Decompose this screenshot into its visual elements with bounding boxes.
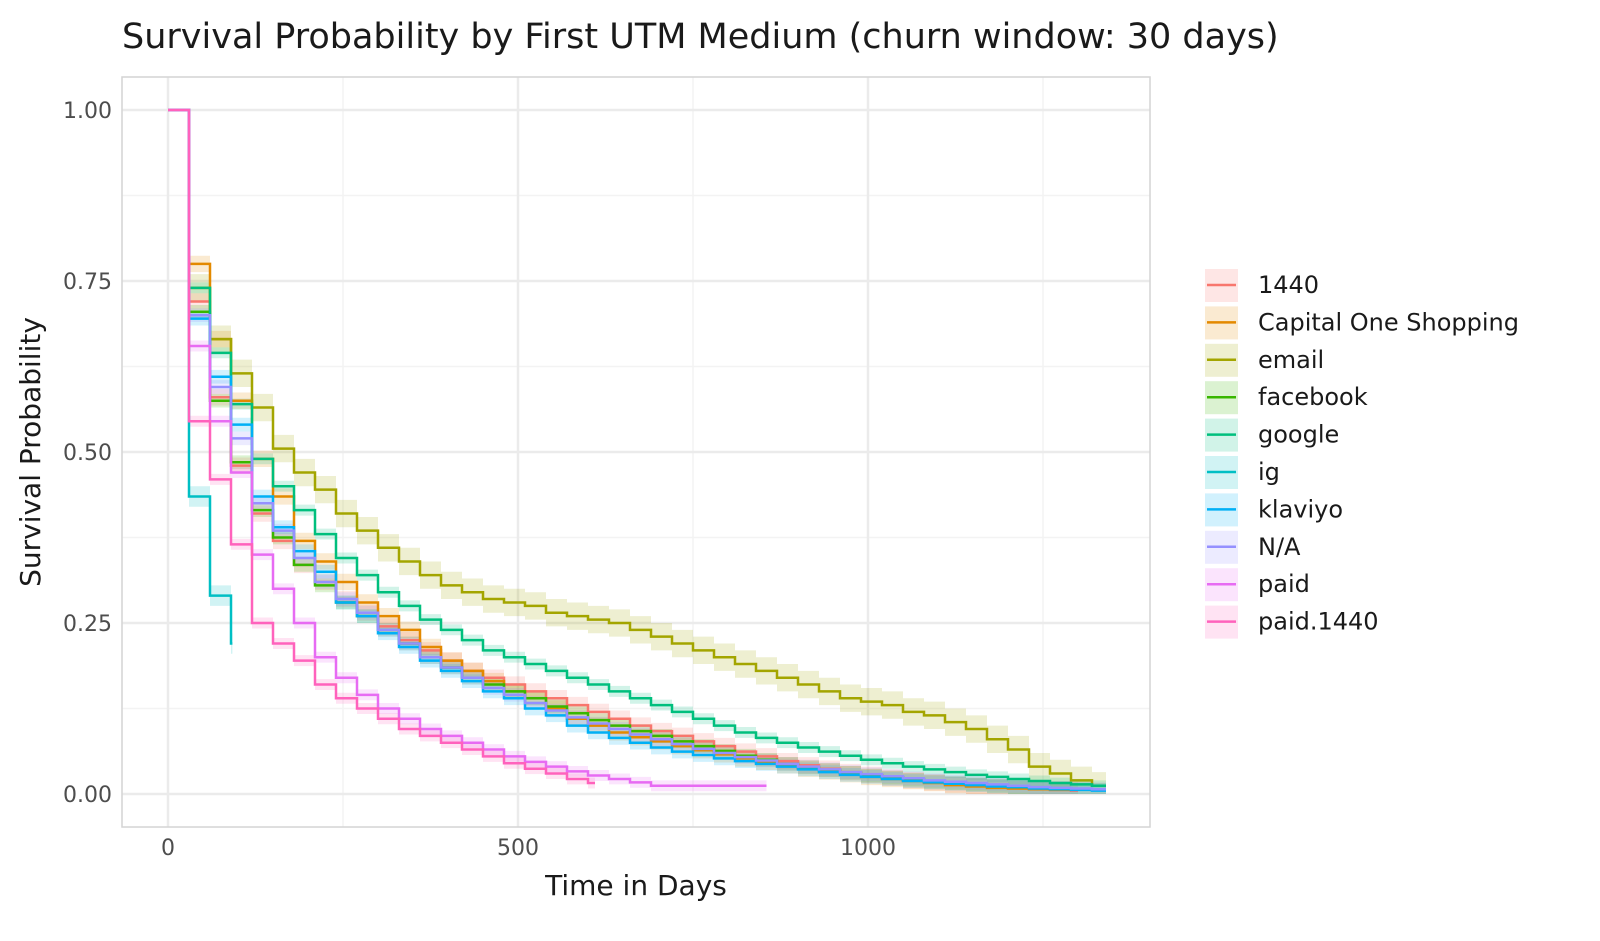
legend-label: klaviyo (1258, 495, 1343, 523)
x-tick-label: 1000 (840, 836, 896, 861)
y-tick-label: 0.50 (63, 441, 112, 466)
legend-label: N/A (1258, 533, 1301, 561)
plot-border (121, 76, 1151, 828)
legend: 1440 Capital One Shopping email facebook goo… (1205, 269, 1519, 639)
y-axis-label: Survival Probability (14, 317, 47, 587)
series-line-google (168, 108, 1106, 788)
legend-label: 1440 (1258, 271, 1319, 299)
y-axis-ticks: 0.00 0.25 0.50 0.75 1.00 (63, 99, 112, 808)
series-line-klaviyo (168, 108, 1106, 792)
x-axis-label: Time in Days (544, 869, 727, 902)
confidence-band-ig (189, 486, 233, 654)
confidence-band-paid (189, 340, 767, 792)
legend-label: Capital One Shopping (1258, 308, 1519, 336)
series-line-paid (168, 108, 767, 788)
series-line-N/A (168, 108, 1106, 791)
series-lines (168, 108, 1106, 792)
legend-label: facebook (1258, 383, 1368, 411)
confidence-bands (189, 255, 1106, 794)
x-tick-label: 500 (497, 836, 539, 861)
series-line-email (168, 108, 1106, 788)
x-axis-ticks: 0 500 1000 (161, 836, 896, 861)
x-tick-label: 0 (161, 836, 175, 861)
y-tick-label: 0.75 (63, 270, 112, 295)
legend-label: google (1258, 421, 1339, 449)
series-line-facebook (168, 108, 1106, 792)
chart-title: Survival Probability by First UTM Medium… (122, 17, 1279, 57)
confidence-band-paid.1440 (189, 415, 595, 789)
y-tick-label: 0.00 (63, 783, 112, 808)
series-line-paid.1440 (168, 108, 595, 785)
legend-label: paid (1258, 570, 1310, 598)
y-tick-label: 0.25 (63, 612, 112, 637)
confidence-band-email (189, 274, 1106, 794)
legend-label: paid.1440 (1258, 608, 1379, 636)
legend-label: ig (1258, 458, 1280, 486)
y-tick-label: 1.00 (63, 99, 112, 124)
legend-label: email (1258, 346, 1324, 374)
